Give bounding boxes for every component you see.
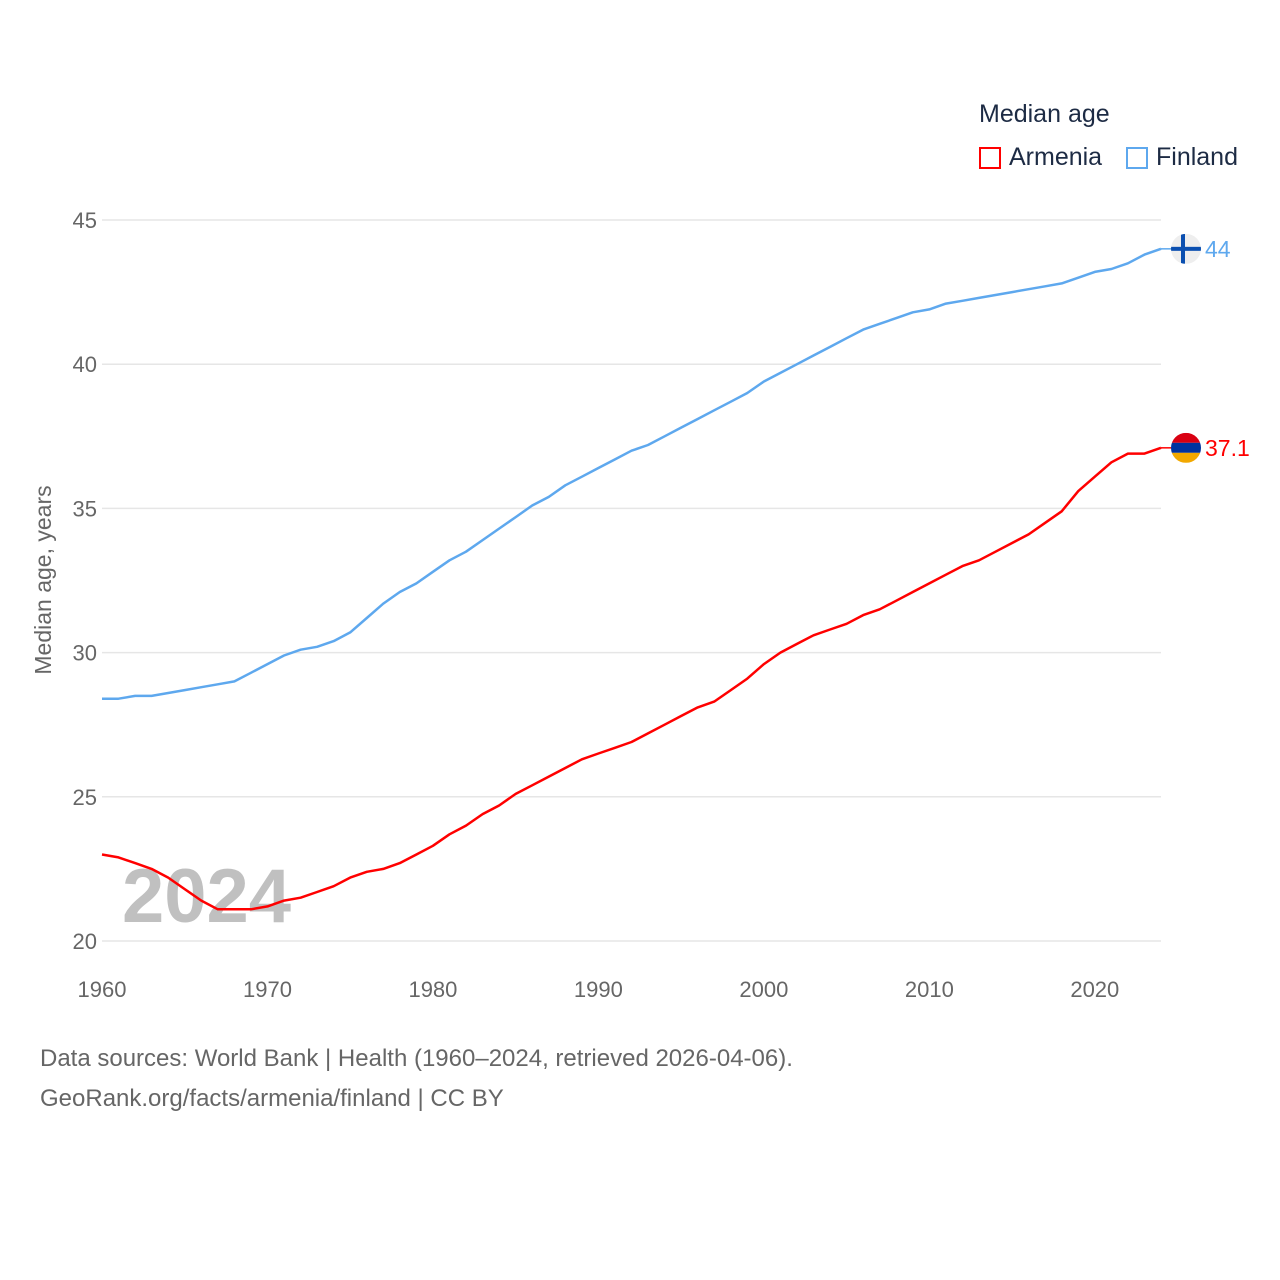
y-tick-label: 40	[73, 352, 97, 377]
armenia-swatch	[979, 146, 1001, 169]
legend-title: Median age	[979, 100, 1110, 128]
y-tick-label: 45	[73, 208, 97, 233]
x-tick-label: 2020	[1070, 977, 1119, 1002]
finland-flag-icon	[1171, 233, 1201, 264]
series-line-armenia[interactable]	[101, 446, 1162, 911]
x-tick-label: 1960	[78, 977, 127, 1002]
footer-sources: Data sources: World Bank | Health (1960–…	[40, 1045, 793, 1072]
x-tick-label: 1970	[243, 977, 292, 1002]
y-axis-label: Median age, years	[30, 485, 56, 674]
x-tick-label: 2010	[905, 977, 954, 1002]
end-value-label: 37.1	[1205, 435, 1250, 461]
legend-label: Armenia	[1009, 143, 1103, 171]
legend-item-finland[interactable]: Finland	[1126, 143, 1238, 172]
legend-label: Finland	[1156, 143, 1238, 171]
y-tick-label: 35	[73, 496, 97, 521]
end-value-label: 44	[1205, 236, 1231, 262]
y-tick-label: 20	[73, 929, 97, 954]
footer-credit[interactable]: GeoRank.org/facts/armenia/finland | CC B…	[40, 1085, 504, 1112]
armenia-flag-icon	[1171, 432, 1201, 463]
x-tick-label: 1990	[574, 977, 623, 1002]
x-tick-label: 1980	[408, 977, 457, 1002]
finland-swatch	[1126, 146, 1148, 169]
series-line-finland[interactable]	[102, 247, 1162, 700]
y-tick-label: 30	[73, 641, 97, 666]
x-tick-label: 2000	[739, 977, 788, 1002]
legend-item-armenia[interactable]: Armenia	[979, 143, 1102, 172]
y-tick-label: 25	[73, 785, 97, 810]
